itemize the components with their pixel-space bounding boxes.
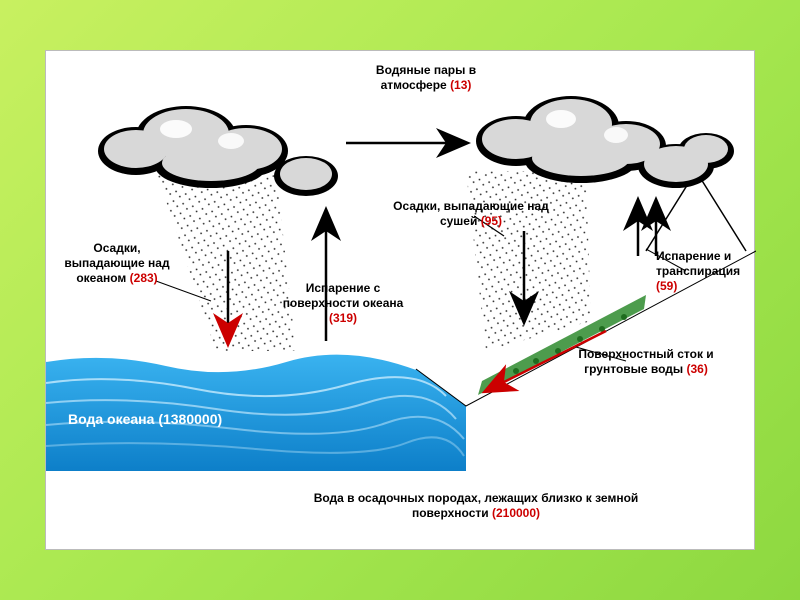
label-land-precip-text: Осадки, выпадающие над сушей xyxy=(393,199,549,228)
label-evap-transp-text: Испарение и транспирация xyxy=(656,249,740,278)
label-land-precip: Осадки, выпадающие над сушей (95) xyxy=(386,199,556,229)
label-ocean-value: (1380000) xyxy=(158,411,222,427)
label-ocean: Вода океана (1380000) xyxy=(68,411,222,427)
label-land-precip-value: (95) xyxy=(481,214,502,228)
label-ocean-evap-value: (319) xyxy=(329,311,357,325)
label-ocean-evap-text: Испарение с поверхности океана xyxy=(283,281,404,310)
label-runoff-value: (36) xyxy=(687,362,708,376)
label-sediment-text: Вода в осадочных породах, лежащих близко… xyxy=(314,491,639,520)
label-evap-transp-value: (59) xyxy=(656,279,677,293)
label-sediment: Вода в осадочных породах, лежащих близко… xyxy=(306,491,646,521)
label-ocean-precip: Осадки, выпадающие над океаном (283) xyxy=(52,241,182,286)
label-ocean-evap: Испарение с поверхности океана (319) xyxy=(268,281,418,326)
label-atm-vapor: Водяные пары в атмосфере (13) xyxy=(346,63,506,93)
label-atm-vapor-value: (13) xyxy=(450,78,471,92)
label-ocean-text: Вода океана xyxy=(68,411,154,427)
label-sediment-value: (210000) xyxy=(492,506,540,520)
clouds-left xyxy=(98,106,338,196)
label-runoff: Поверхностный сток и грунтовые воды (36) xyxy=(546,347,746,377)
label-evap-transp: Испарение и транспирация (59) xyxy=(656,249,756,294)
diagram-panel: Водяные пары в атмосфере (13) Осадки, вы… xyxy=(45,50,755,550)
rain-land xyxy=(466,171,591,351)
label-ocean-precip-value: (283) xyxy=(130,271,158,285)
